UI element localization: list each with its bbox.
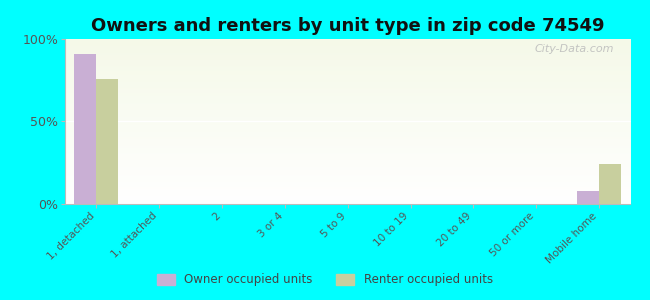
- Bar: [74, 54, 96, 204]
- Text: City-Data.com: City-Data.com: [534, 44, 614, 54]
- Bar: [599, 164, 621, 204]
- Legend: Owner occupied units, Renter occupied units: Owner occupied units, Renter occupied un…: [153, 269, 497, 291]
- Title: Owners and renters by unit type in zip code 74549: Owners and renters by unit type in zip c…: [91, 17, 604, 35]
- Bar: [96, 79, 118, 204]
- Bar: [577, 191, 599, 204]
